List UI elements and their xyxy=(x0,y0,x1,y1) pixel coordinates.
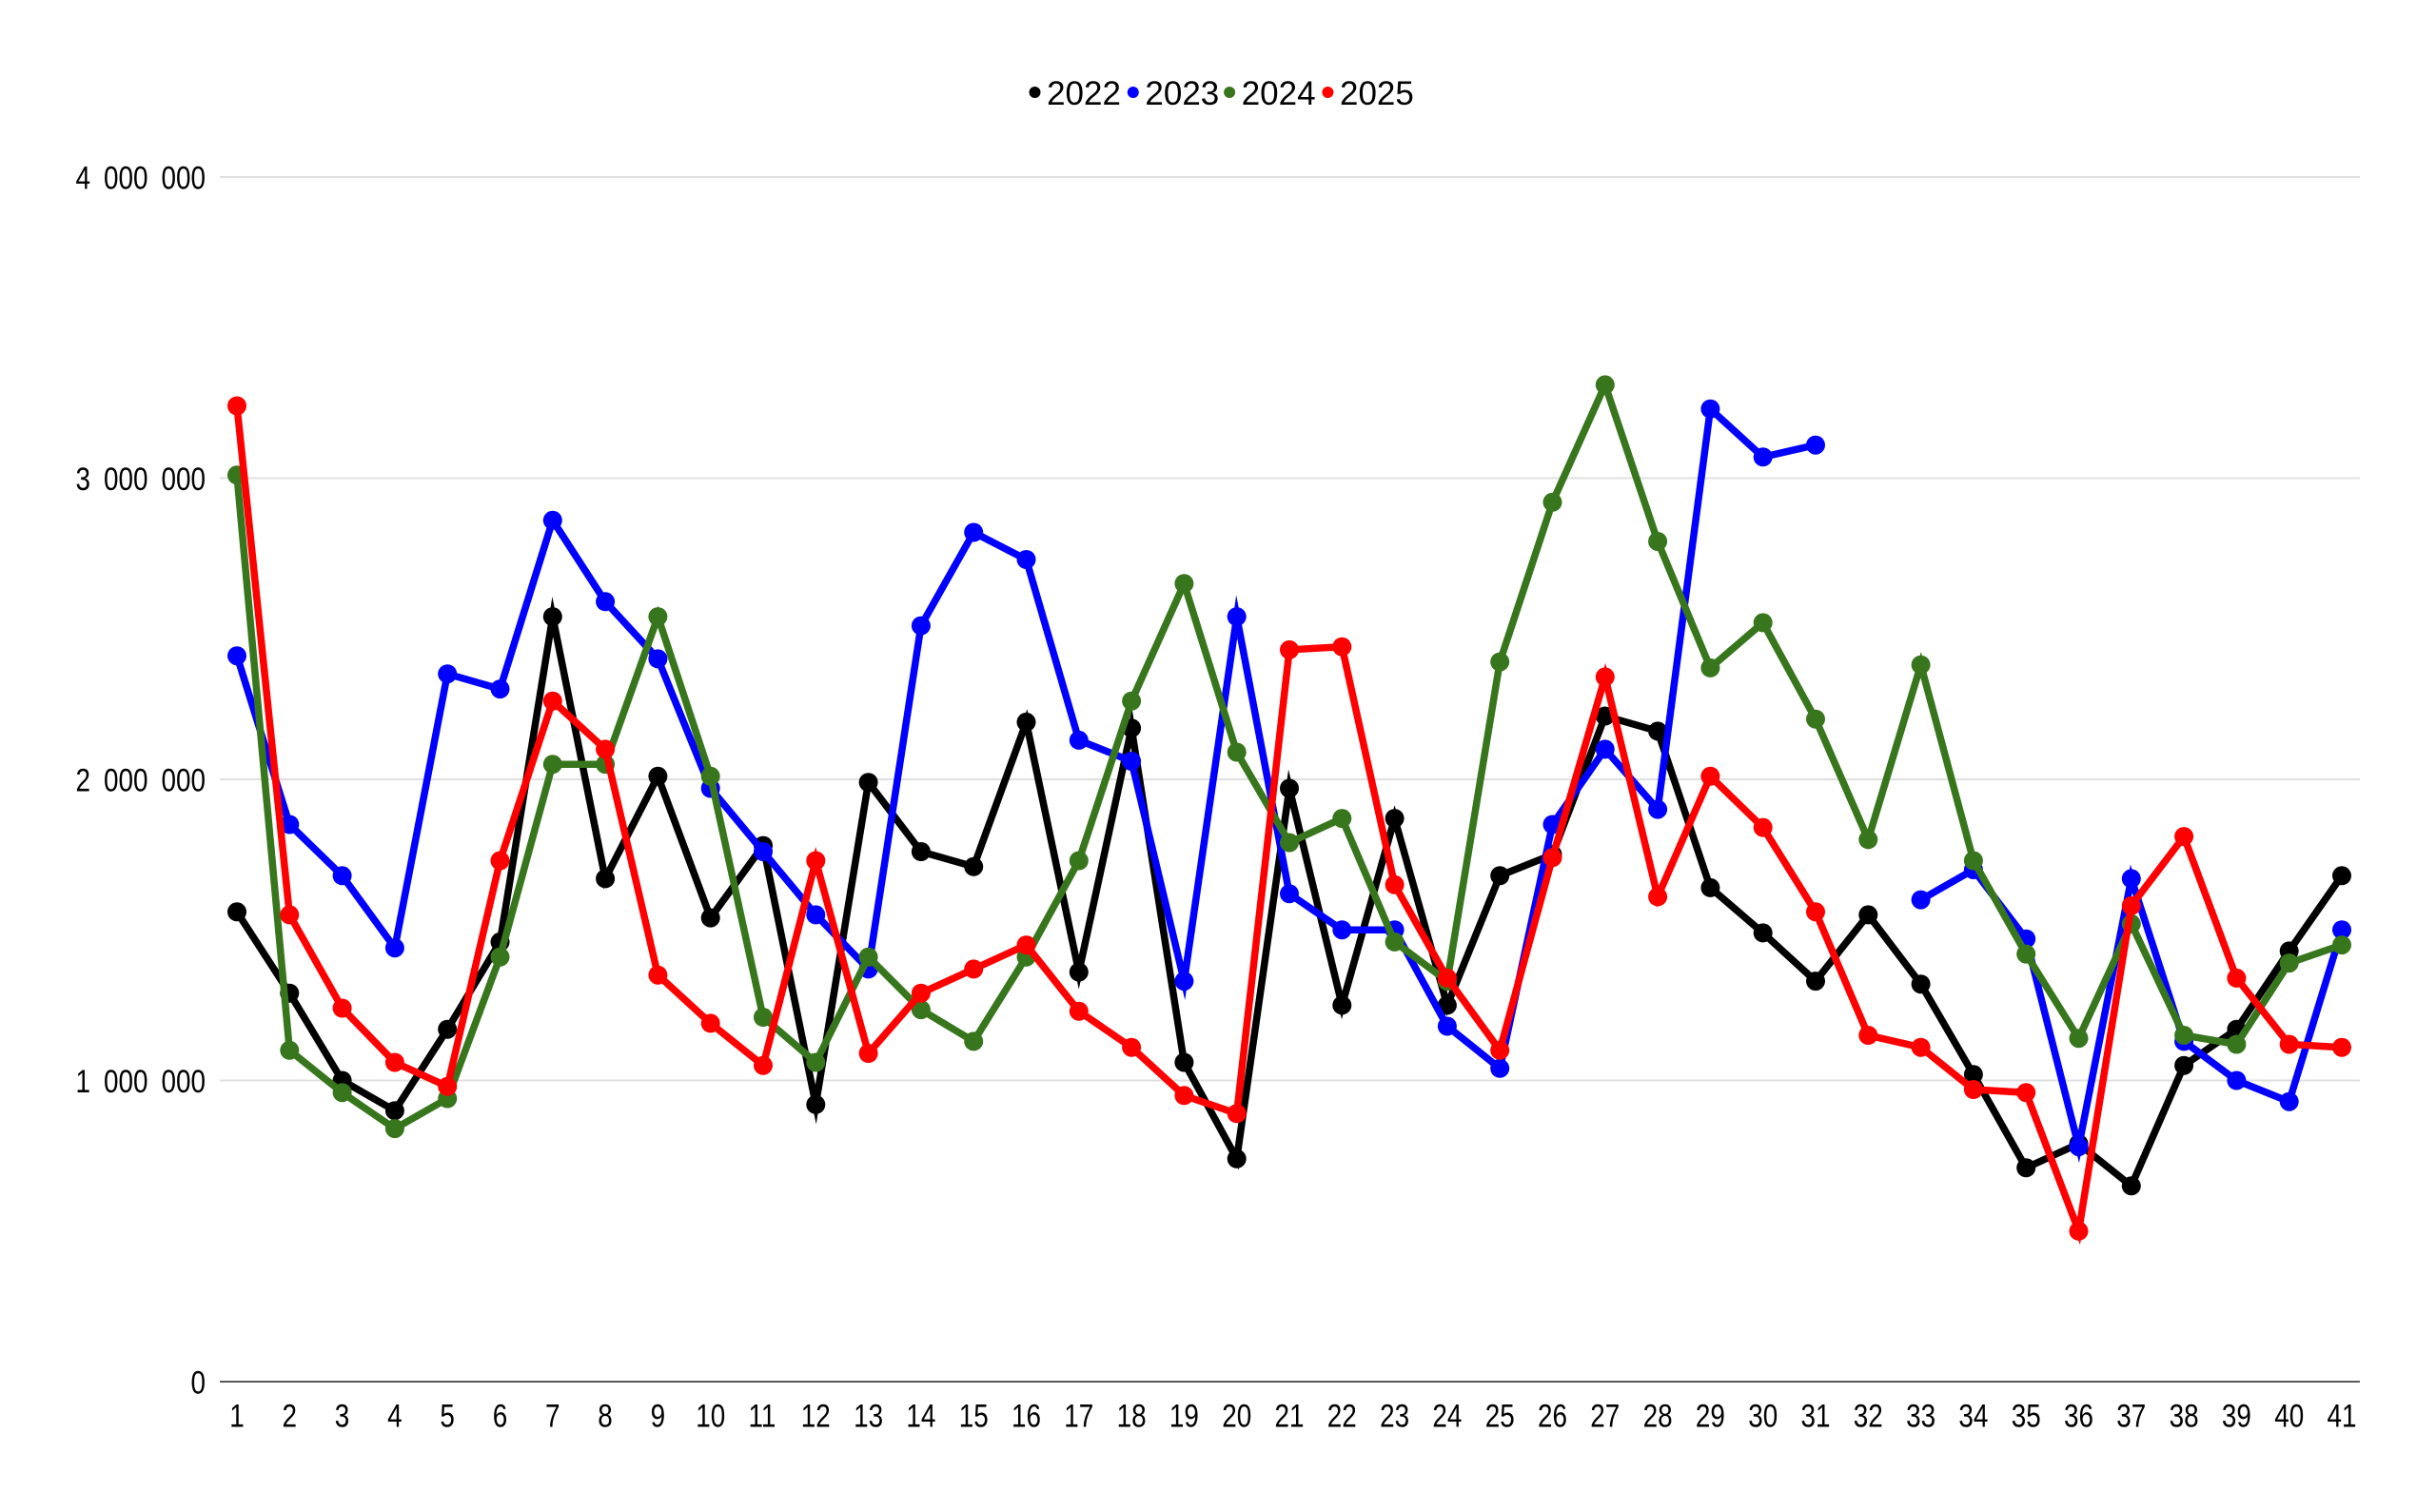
svg-text:12: 12 xyxy=(801,1398,831,1434)
svg-text:7: 7 xyxy=(545,1398,560,1434)
svg-text:39: 39 xyxy=(2222,1398,2251,1434)
svg-text:38: 38 xyxy=(2170,1398,2199,1434)
svg-text:31: 31 xyxy=(1801,1398,1831,1434)
svg-text:0: 0 xyxy=(191,1365,206,1401)
svg-text:17: 17 xyxy=(1064,1398,1093,1434)
svg-text:000: 000 xyxy=(162,160,206,196)
svg-text:4: 4 xyxy=(387,1398,403,1434)
svg-text:000: 000 xyxy=(162,1064,206,1100)
svg-text:3: 3 xyxy=(335,1398,350,1434)
svg-text:26: 26 xyxy=(1538,1398,1567,1434)
svg-text:18: 18 xyxy=(1117,1398,1147,1434)
svg-text:000: 000 xyxy=(104,160,148,196)
svg-text:25: 25 xyxy=(1485,1398,1515,1434)
svg-text:33: 33 xyxy=(1906,1398,1935,1434)
svg-text:36: 36 xyxy=(2064,1398,2093,1434)
svg-text:14: 14 xyxy=(906,1398,935,1434)
svg-text:19: 19 xyxy=(1169,1398,1199,1434)
svg-text:28: 28 xyxy=(1643,1398,1673,1434)
svg-text:23: 23 xyxy=(1380,1398,1409,1434)
svg-text:22: 22 xyxy=(1327,1398,1357,1434)
svg-text:8: 8 xyxy=(598,1398,613,1434)
svg-text:9: 9 xyxy=(651,1398,666,1434)
svg-text:15: 15 xyxy=(959,1398,989,1434)
svg-text:000: 000 xyxy=(162,461,206,498)
svg-text:20: 20 xyxy=(1222,1398,1251,1434)
svg-text:6: 6 xyxy=(493,1398,508,1434)
svg-text:000: 000 xyxy=(162,762,206,798)
svg-text:41: 41 xyxy=(2328,1398,2357,1434)
svg-text:30: 30 xyxy=(1748,1398,1778,1434)
svg-text:2: 2 xyxy=(76,762,91,798)
svg-text:3: 3 xyxy=(76,461,91,498)
svg-text:32: 32 xyxy=(1854,1398,1883,1434)
svg-text:1: 1 xyxy=(76,1064,91,1100)
svg-text:10: 10 xyxy=(696,1398,725,1434)
svg-text:29: 29 xyxy=(1696,1398,1725,1434)
svg-text:2022: 2022 xyxy=(1047,75,1121,112)
svg-text:2023: 2023 xyxy=(1145,75,1219,112)
svg-text:2: 2 xyxy=(283,1398,298,1434)
svg-text:5: 5 xyxy=(440,1398,455,1434)
svg-text:37: 37 xyxy=(2116,1398,2146,1434)
svg-text:40: 40 xyxy=(2274,1398,2304,1434)
svg-text:34: 34 xyxy=(1958,1398,1988,1434)
svg-text:11: 11 xyxy=(749,1398,776,1434)
svg-text:000: 000 xyxy=(104,1064,148,1100)
svg-text:24: 24 xyxy=(1432,1398,1462,1434)
svg-text:2025: 2025 xyxy=(1340,75,1414,112)
svg-text:1: 1 xyxy=(229,1398,245,1434)
svg-text:000: 000 xyxy=(104,461,148,498)
svg-text:13: 13 xyxy=(854,1398,883,1434)
svg-text:16: 16 xyxy=(1012,1398,1041,1434)
svg-text:4: 4 xyxy=(76,160,91,196)
svg-text:000: 000 xyxy=(104,762,148,798)
svg-text:27: 27 xyxy=(1590,1398,1620,1434)
svg-text:21: 21 xyxy=(1275,1398,1305,1434)
svg-text:2024: 2024 xyxy=(1242,75,1316,112)
svg-text:35: 35 xyxy=(2012,1398,2041,1434)
